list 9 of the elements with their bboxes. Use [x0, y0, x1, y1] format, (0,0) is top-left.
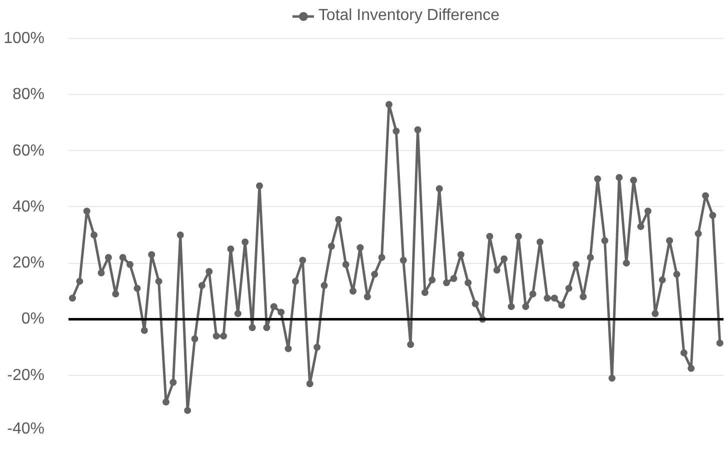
legend-label: Total Inventory Difference — [318, 7, 500, 25]
y-tick-label: -20% — [7, 366, 45, 384]
y-tick-label: 20% — [12, 254, 45, 272]
y-tick-label: 40% — [12, 198, 45, 216]
y-tick-label: 60% — [12, 142, 45, 160]
y-tick-label: -40% — [7, 420, 45, 438]
y-tick-label: 100% — [4, 30, 44, 47]
y-tick-label: 80% — [12, 86, 45, 104]
y-tick-label: 0% — [21, 310, 44, 328]
